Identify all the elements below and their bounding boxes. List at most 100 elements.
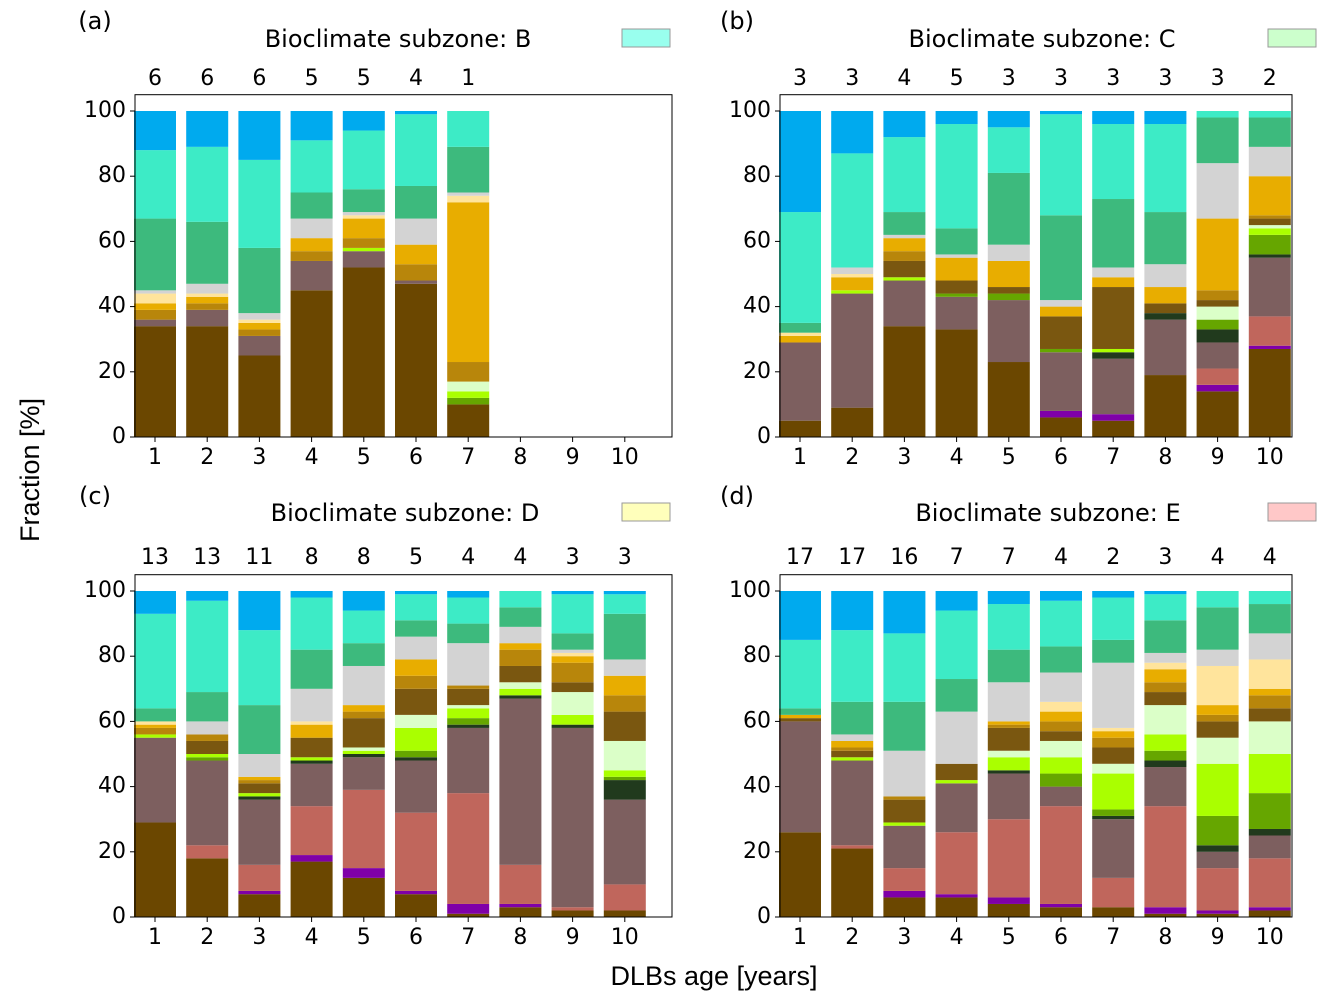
bar-segment (883, 890, 926, 898)
bar-segment (395, 111, 437, 115)
bar-segment (499, 682, 542, 689)
bar-segment (1092, 809, 1135, 816)
bar-segment (342, 868, 385, 878)
bar-segment (883, 280, 926, 327)
bar-segment (779, 212, 821, 323)
bar-segment (186, 303, 229, 310)
x-tick-label: 5 (357, 445, 371, 470)
bar-segment (1248, 176, 1291, 216)
x-tick-label: 6 (1054, 445, 1068, 470)
bar-segment (238, 329, 281, 336)
count-label: 11 (245, 545, 273, 570)
bar-segment (395, 757, 437, 761)
count-label: 2 (1263, 66, 1277, 91)
bar-segment (551, 656, 594, 663)
bar-segment (290, 111, 333, 141)
x-axis-label: DLBs age [years] (610, 961, 817, 991)
bar-segment (831, 845, 874, 849)
bar-segment (883, 822, 926, 826)
bar-segment (238, 890, 281, 895)
bar-segment (935, 254, 978, 258)
bar-segment (1092, 111, 1135, 125)
bar-segment (1248, 633, 1291, 660)
bar-segment (186, 721, 229, 735)
bar-segment (987, 727, 1030, 751)
y-tick-label: 80 (98, 163, 126, 188)
panel-label: (d) (720, 482, 754, 510)
bar-segment (883, 260, 926, 278)
bar-segment (1092, 597, 1135, 640)
bar-segment (883, 326, 926, 437)
count-label: 4 (1054, 545, 1068, 570)
bar-segment (1196, 368, 1239, 385)
bar-segment (290, 737, 333, 758)
count-label: 4 (461, 545, 475, 570)
bar-segment (1144, 734, 1187, 751)
count-label: 8 (357, 545, 371, 570)
bar-segment (1092, 591, 1135, 598)
bar-segment (1196, 591, 1239, 608)
bar-segment (779, 721, 821, 833)
bar-segment (883, 633, 926, 702)
bar-segment (831, 277, 874, 291)
bar-segment (342, 591, 385, 611)
bar-segment (1092, 414, 1135, 421)
bar-segment (779, 718, 821, 722)
bar-segment (395, 760, 437, 813)
x-tick-label: 2 (200, 925, 214, 950)
bar-segment (779, 322, 821, 333)
bar-segment (1092, 907, 1135, 917)
bar-segment (342, 111, 385, 131)
bar-segment (290, 290, 333, 437)
bar-segment (1040, 773, 1082, 787)
bar-segment (186, 146, 229, 222)
count-label: 7 (1002, 545, 1016, 570)
x-tick-label: 1 (148, 925, 162, 950)
bar-segment (1248, 225, 1291, 229)
bar-segment (342, 610, 385, 644)
bar-segment (238, 864, 281, 891)
bar-segment (935, 679, 978, 712)
bar-segment (238, 705, 281, 754)
bar-segment (1144, 750, 1187, 761)
bar-segment (238, 630, 281, 706)
count-label: 16 (890, 545, 918, 570)
bar-segment (238, 894, 281, 917)
panel-label: (c) (79, 482, 111, 510)
bar-segment (499, 688, 542, 696)
bar-segment (186, 740, 229, 754)
bar-segment (134, 309, 176, 320)
bar-segment (395, 659, 437, 676)
x-tick-label: 5 (1002, 925, 1016, 950)
y-tick-label: 80 (743, 163, 771, 188)
x-tick-label: 4 (950, 445, 964, 470)
bar-segment (447, 708, 490, 719)
count-label: 4 (513, 545, 527, 570)
x-tick-label: 9 (1211, 445, 1225, 470)
bar-segment (447, 195, 490, 203)
y-tick-label: 100 (729, 98, 771, 123)
bar-segment (831, 740, 874, 748)
bar-segment (134, 727, 176, 735)
bar-segment (1040, 215, 1082, 301)
bar-segment (290, 763, 333, 807)
bar-segment (342, 247, 385, 252)
bar-segment (134, 293, 176, 304)
bar-segment (883, 137, 926, 213)
bar-segment (883, 825, 926, 869)
bar-segment (1248, 218, 1291, 226)
count-label: 4 (1263, 545, 1277, 570)
bar-segment (134, 721, 176, 725)
bar-segment (238, 591, 281, 631)
bar-segment (1248, 215, 1291, 219)
bar-segment (987, 244, 1030, 261)
bar-segment (447, 111, 490, 147)
count-label: 5 (357, 66, 371, 91)
count-label: 3 (845, 66, 859, 91)
bar-segment (935, 897, 978, 917)
bar-segment (395, 280, 437, 284)
bar-segment (831, 290, 874, 294)
bar-segment (551, 714, 594, 725)
bar-segment (1196, 306, 1239, 320)
count-label: 17 (838, 545, 866, 570)
